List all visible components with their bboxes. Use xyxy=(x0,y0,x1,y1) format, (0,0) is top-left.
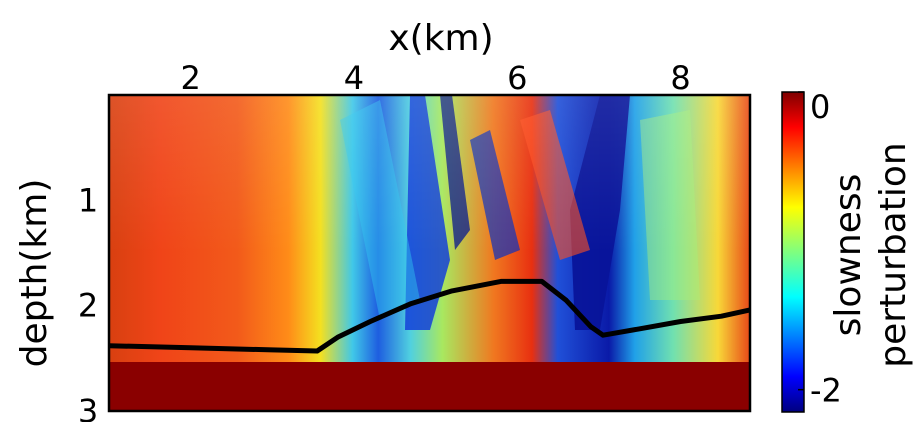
x-tick-label: 6 xyxy=(507,59,527,97)
y-tick-label: 2 xyxy=(78,287,98,325)
colorbar-ticks: 0 -2 xyxy=(798,88,842,410)
y-tick-label: 1 xyxy=(78,181,98,219)
x-tick-label: 2 xyxy=(180,59,200,97)
colorbar-ramp xyxy=(781,91,805,413)
colorbar-tick-label: -2 xyxy=(810,372,842,410)
plot-frame xyxy=(107,93,752,413)
boundary-line xyxy=(109,278,750,354)
colorbar-tick-label: 0 xyxy=(810,88,830,126)
x-ticks: 2 4 6 8 xyxy=(180,59,690,97)
y-axis-title: depth(km) xyxy=(14,179,55,368)
colorbar-label-line2: perturbation xyxy=(873,142,914,367)
x-tick-label: 4 xyxy=(344,59,364,97)
plot-area xyxy=(107,93,752,413)
heatmap-streaks xyxy=(109,95,750,411)
y-tick-label: 3 xyxy=(78,392,98,422)
colorbar: 0 -2 slowness perturbation xyxy=(781,88,914,413)
deep-layer-region xyxy=(109,362,750,411)
x-tick-label: 8 xyxy=(670,59,690,97)
y-ticks: 1 2 3 xyxy=(78,181,98,422)
colorbar-label-line1: slowness xyxy=(828,174,869,337)
x-axis-title: x(km) xyxy=(388,18,493,59)
